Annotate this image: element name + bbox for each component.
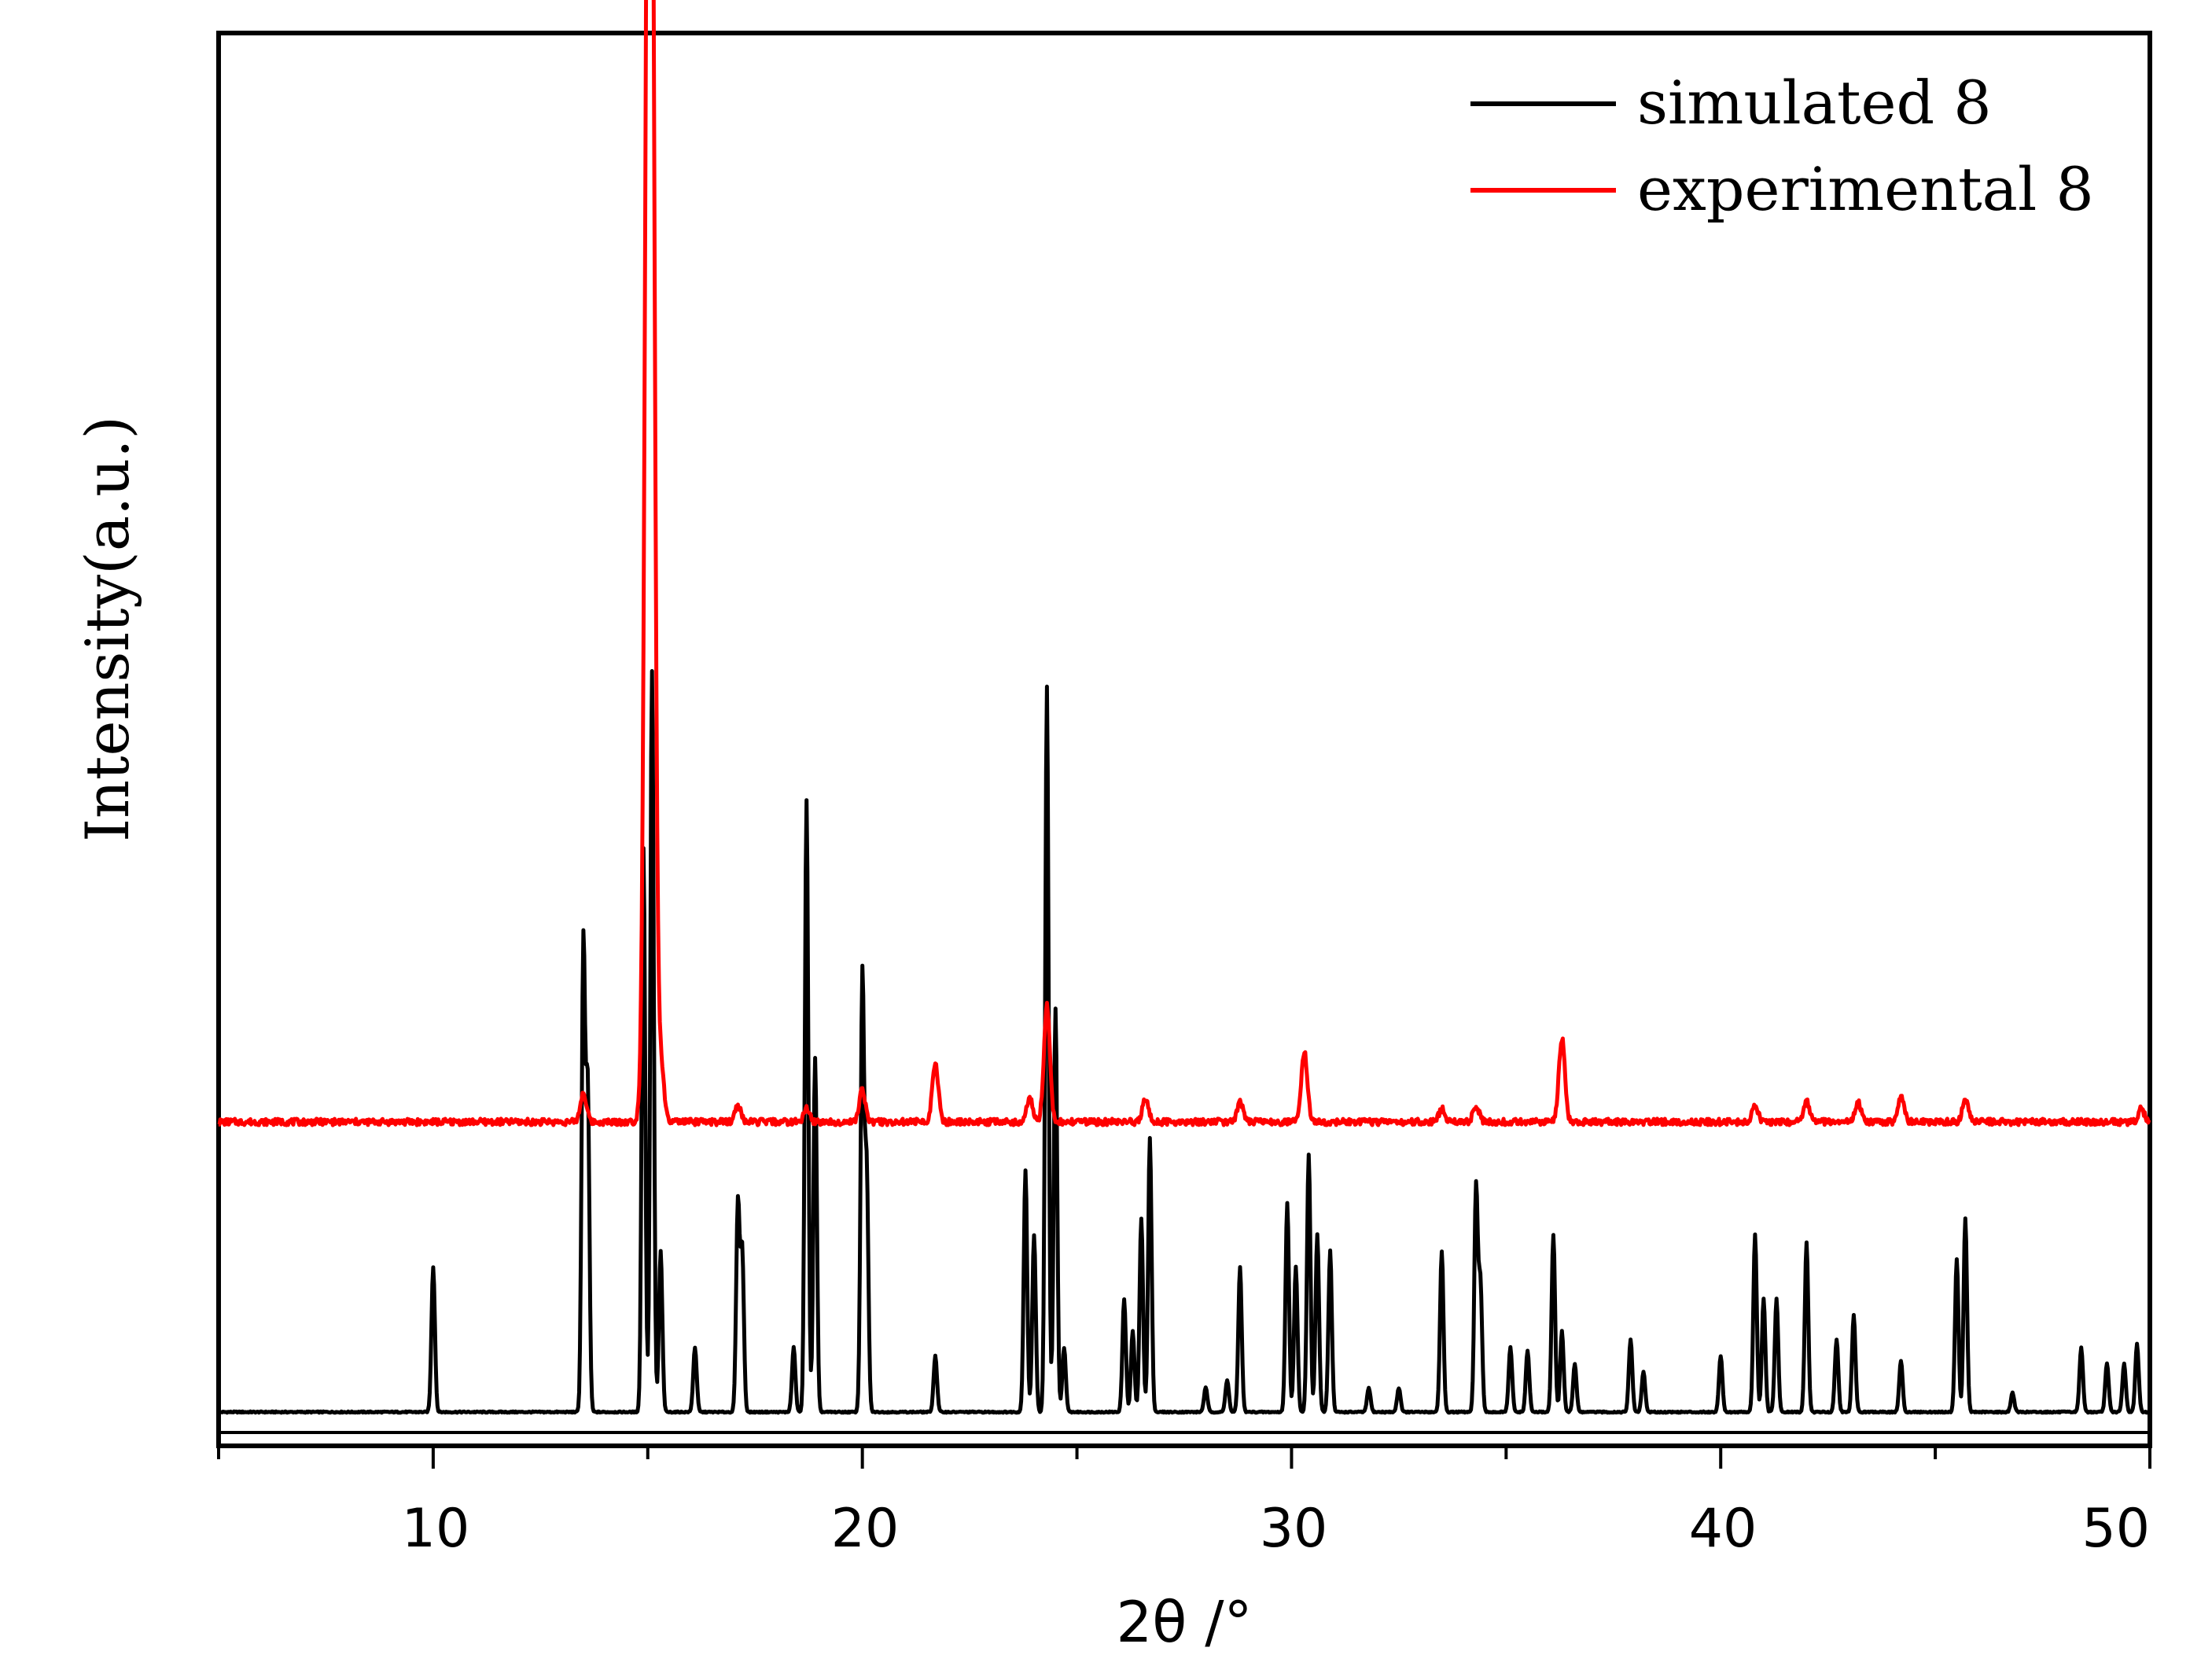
legend-label-simulated-8: simulated 8 bbox=[1637, 68, 1992, 138]
series-experimental-8-line bbox=[217, 0, 2151, 1127]
x-tick-label-50: 50 bbox=[2081, 1498, 2150, 1560]
x-tick-label-10: 10 bbox=[402, 1498, 470, 1560]
x-axis-ticks bbox=[217, 1446, 2151, 1469]
legend: simulated 8 experimental 8 bbox=[1470, 68, 2094, 224]
legend-label-experimental-8: experimental 8 bbox=[1637, 154, 2094, 224]
plot-frame bbox=[216, 31, 2152, 1448]
y-axis-title: Intensity(a.u.) bbox=[72, 416, 142, 842]
series-simulated-8-line bbox=[217, 669, 2151, 1415]
x-tick-label-30: 30 bbox=[1260, 1498, 1328, 1560]
x-tick-label-40: 40 bbox=[1689, 1498, 1757, 1560]
x-tick-labels: 10 20 30 40 50 bbox=[402, 1498, 2150, 1560]
x-axis-title: 2θ /° bbox=[1116, 1589, 1252, 1655]
x-tick-label-20: 20 bbox=[831, 1498, 900, 1560]
